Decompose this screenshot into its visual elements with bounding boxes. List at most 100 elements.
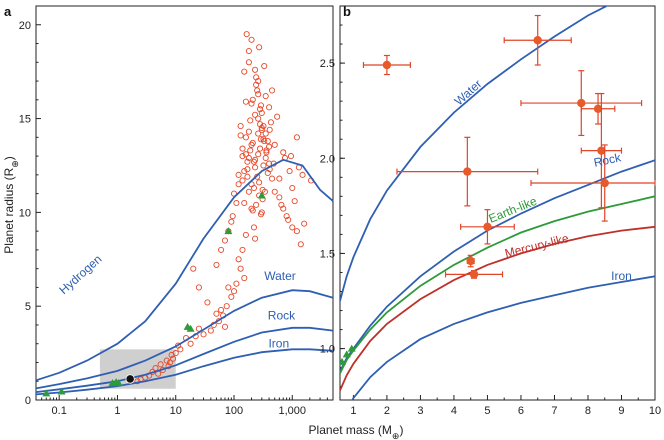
exoplanet-point (593, 104, 603, 113)
exoplanet-point (469, 270, 479, 279)
planet-point-open (257, 211, 264, 218)
panel-b-letter: b (343, 4, 351, 19)
planet-point-open (276, 194, 283, 201)
exoplanet-point (533, 36, 542, 45)
x-axis-label-main: Planet mass (M (309, 423, 392, 437)
planet-point-open (163, 357, 170, 364)
planet-point-open (289, 224, 296, 231)
planet-point-open (245, 188, 252, 195)
y-tick-label-a: 5 (25, 301, 31, 313)
panel-a-letter: a (4, 4, 12, 19)
y-axis-label: Planet radius (R⊕) (2, 156, 20, 254)
planet-point-open (267, 119, 274, 126)
planet-point-open (241, 199, 248, 207)
x-axis-label: Planet mass (M⊕) (309, 423, 404, 440)
planet-point-open (262, 130, 269, 137)
planet-point-open (239, 246, 246, 253)
planet-point-open (283, 213, 290, 220)
planet-point-open (258, 109, 265, 116)
planet-point-open (286, 168, 293, 175)
x-tick-label-b: 3 (417, 405, 423, 417)
planet-point-open (247, 147, 254, 154)
planet-point-open (262, 93, 269, 100)
planet-point-open (250, 158, 258, 165)
planet-point-open (244, 166, 251, 173)
planet-point-open (242, 98, 249, 105)
planet-point-open (170, 355, 177, 362)
planet-point-open (218, 306, 225, 313)
planet-point-open (229, 213, 236, 220)
planet-point-open (274, 113, 281, 120)
planet-point-open (255, 91, 262, 98)
planet-point-open (297, 241, 304, 248)
planet-point-open (257, 106, 264, 113)
planet-point-open (248, 141, 255, 148)
curve-label-b-water: Water (452, 77, 485, 109)
exoplanet-point (597, 146, 606, 155)
planet-point-open (264, 138, 271, 145)
planet-point-open (204, 299, 211, 306)
solar-planet-triangle-b (347, 344, 356, 352)
planet-point-open (255, 130, 262, 137)
planet-point-open (276, 175, 283, 182)
x-tick-label-b: 10 (649, 405, 661, 417)
x-tick-label-a: 0.1 (52, 405, 67, 417)
curve-a-hydrogen (35, 158, 334, 382)
x-tick-label-b: 8 (585, 405, 591, 417)
planet-point-open (228, 218, 235, 225)
planet-point-open (213, 310, 220, 317)
curve-a-rock (35, 326, 334, 393)
planet-point-open (235, 256, 242, 263)
curve-label-b-rock: Rock (592, 150, 623, 170)
y-axis-label-main: Planet radius (R (2, 167, 16, 253)
planet-point-open (167, 359, 174, 366)
solar-planet-triangle-b (342, 350, 351, 358)
planet-point-open (260, 162, 267, 169)
planet-point-open (257, 102, 264, 109)
solar-planet-triangle (186, 324, 195, 332)
exoplanet-point (577, 98, 586, 108)
planet-point-open (255, 115, 262, 122)
curve-label-b-iron: Iron (611, 269, 632, 283)
planet-point-open (256, 179, 263, 186)
planet-point-open (168, 351, 175, 359)
planet-point-open (260, 123, 267, 130)
planet-point-open (244, 158, 251, 165)
y-axis-label-end: ) (2, 156, 16, 160)
planet-point-open (245, 59, 252, 66)
planet-point-open (261, 62, 268, 70)
planet-point-open (241, 168, 248, 175)
planet-point-open (248, 100, 255, 107)
x-tick-label-a: 1 (114, 405, 120, 417)
planet-point-open (190, 265, 197, 272)
planet-point-open (242, 151, 249, 158)
exoplanet-point (483, 222, 492, 231)
planet-point-open (257, 145, 264, 152)
planet-point-open (293, 228, 300, 235)
planet-point-open (245, 128, 252, 135)
planet-point-open (239, 153, 246, 160)
x-axis-label-end: ) (399, 423, 403, 437)
planet-point-open (301, 220, 308, 227)
planet-point-open (263, 147, 270, 154)
planet-point-open (278, 201, 285, 208)
x-axis-label-sub: ⊕ (392, 431, 400, 440)
x-tick-label-b: 2 (384, 405, 390, 417)
planet-point-open (257, 136, 264, 143)
y-tick-label-b: 1.5 (320, 248, 335, 260)
y-axis-label-sub: ⊕ (10, 160, 20, 168)
solar-planet-triangle-b (340, 357, 347, 365)
planet-point-open (252, 164, 259, 171)
plot-frame-a (35, 5, 334, 401)
planet-point-open (230, 288, 238, 295)
curve-label-a-hydrogen: Hydrogen (56, 252, 104, 297)
curve-label-a-iron: Iron (268, 336, 289, 350)
x-tick-label-a: 1,000 (279, 405, 307, 417)
planet-point-open (243, 31, 250, 38)
y-tick-label-b: 2.5 (320, 58, 335, 70)
exoplanet-point (466, 256, 475, 266)
x-tick-label-b: 1 (350, 405, 356, 417)
planet-point-open (213, 261, 220, 268)
solar-planet-triangle (114, 379, 123, 387)
curve-b-mercury-like (340, 225, 655, 391)
